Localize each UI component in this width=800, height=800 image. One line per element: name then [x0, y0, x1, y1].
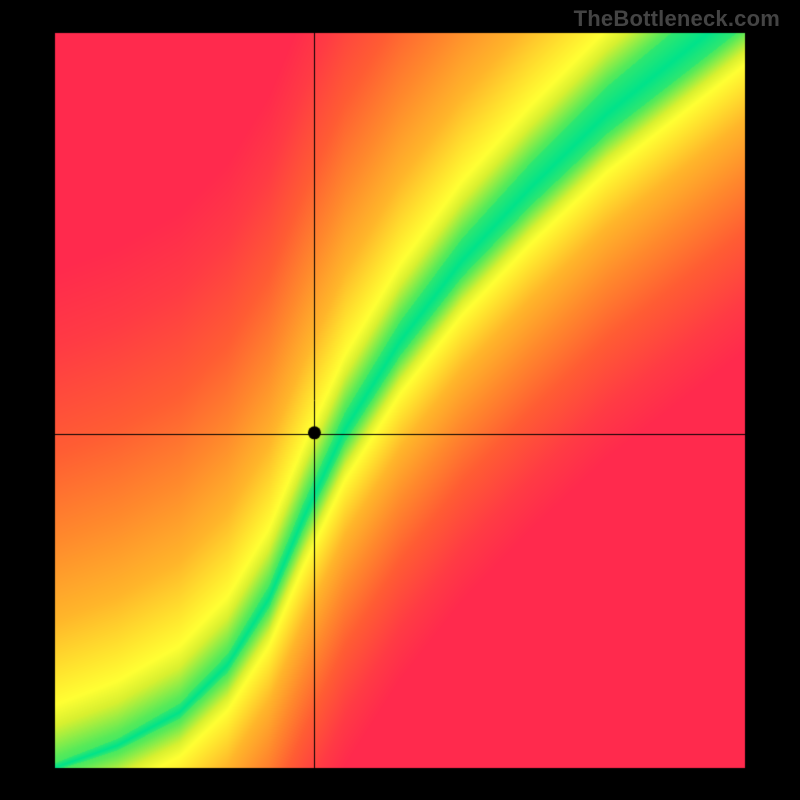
bottleneck-heatmap-canvas — [0, 0, 800, 800]
watermark-text: TheBottleneck.com — [574, 6, 780, 32]
